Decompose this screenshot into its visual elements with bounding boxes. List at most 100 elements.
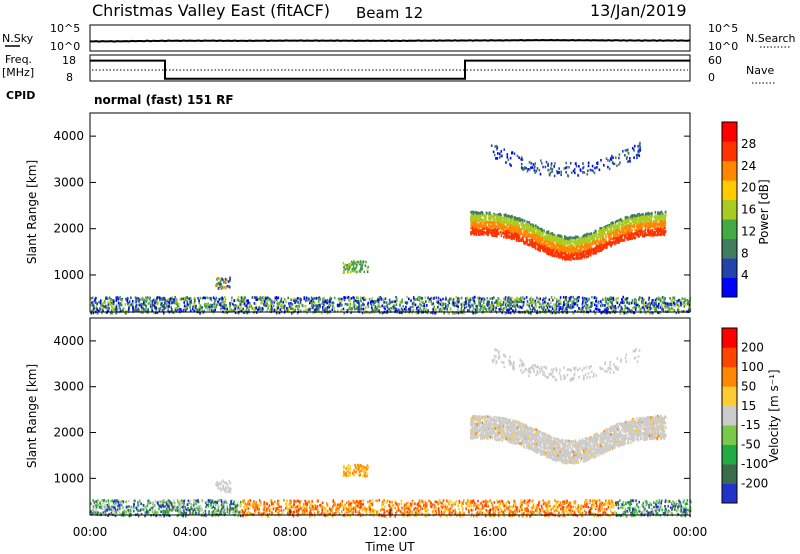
scatter-cell <box>362 260 365 263</box>
scatter-cell <box>311 302 313 305</box>
scatter-cell <box>551 252 553 256</box>
scatter-cell <box>502 223 504 227</box>
nsky-tick-bottom: 10^0 <box>50 40 80 53</box>
scatter-cell <box>634 297 636 301</box>
scatter-cell <box>562 296 565 299</box>
scatter-cell <box>509 162 511 166</box>
scatter-cell <box>529 227 532 231</box>
scatter-cell <box>346 303 348 306</box>
scatter-cell <box>632 220 635 223</box>
scatter-cell <box>417 305 420 309</box>
scatter-cell <box>503 297 505 300</box>
scatter-cell <box>636 213 639 216</box>
scatter-cell <box>457 297 459 300</box>
scatter-cell <box>111 305 113 308</box>
scatter-cell <box>563 235 566 238</box>
scatter-cell <box>609 306 612 309</box>
scatter-cell <box>651 229 653 232</box>
scatter-cell <box>544 308 547 312</box>
scatter-cell <box>394 300 397 303</box>
scatter-cell <box>550 240 552 243</box>
scatter-cell <box>566 256 568 260</box>
scatter-cell <box>664 214 666 218</box>
scatter-cell <box>646 225 648 228</box>
scatter-cell <box>519 305 522 309</box>
scatter-cell <box>528 227 531 230</box>
scatter-cell <box>373 303 375 306</box>
scatter-cell <box>125 311 127 315</box>
scatter-cell <box>322 305 324 309</box>
scatter-cell <box>662 223 664 226</box>
scatter-cell <box>635 225 638 228</box>
scatter-cell <box>288 302 290 305</box>
scatter-cell <box>544 240 547 244</box>
scatter-cell <box>189 306 191 309</box>
scatter-cell <box>558 239 560 242</box>
scatter-cell <box>173 310 175 313</box>
scatter-cell <box>649 219 651 222</box>
scatter-cell <box>555 298 558 301</box>
scatter-cell <box>149 296 151 300</box>
scatter-cell <box>658 302 660 306</box>
scatter-cell <box>358 307 360 311</box>
scatter-cell <box>603 228 605 232</box>
scatter-cell <box>296 311 299 315</box>
scatter-cell <box>624 236 626 239</box>
scatter-cell <box>254 302 257 306</box>
scatter-cell <box>472 231 474 235</box>
scatter-cell <box>146 298 148 302</box>
scatter-cell <box>588 297 590 301</box>
scatter-cell <box>515 232 518 236</box>
scatter-cell <box>591 303 593 307</box>
scatter-cell <box>481 230 483 233</box>
scatter-cell <box>653 215 656 219</box>
scatter-cell <box>539 302 541 306</box>
scatter-cell <box>605 225 607 229</box>
scatter-cell <box>467 309 469 312</box>
scatter-cell <box>143 301 145 304</box>
scatter-cell <box>638 296 641 299</box>
scatter-cell <box>553 246 555 250</box>
scatter-cell <box>490 213 493 217</box>
scatter-cell <box>175 310 178 313</box>
scatter-cell <box>525 233 527 236</box>
scatter-cell <box>107 301 109 304</box>
scatter-cell <box>330 297 333 301</box>
scatter-cell <box>541 246 543 249</box>
scatter-cell <box>220 301 222 305</box>
scatter-cell <box>151 308 153 311</box>
scatter-cell <box>246 306 248 310</box>
scatter-cell <box>353 269 356 273</box>
scatter-cell <box>523 301 525 304</box>
scatter-cell <box>255 306 257 310</box>
scatter-cell <box>536 311 538 314</box>
scatter-cell <box>625 229 628 232</box>
scatter-cell <box>567 250 570 253</box>
scatter-cell <box>505 300 507 304</box>
scatter-cell <box>536 229 538 233</box>
scatter-cell <box>587 237 589 240</box>
scatter-cell <box>474 232 477 236</box>
scatter-cell <box>561 240 563 243</box>
scatter-cell <box>480 221 483 224</box>
scatter-cell <box>298 303 300 306</box>
scatter-cell <box>622 220 624 223</box>
scatter-cell <box>323 303 325 307</box>
scatter-cell <box>155 311 157 314</box>
scatter-cell <box>540 241 543 244</box>
scatter-cell <box>152 304 154 307</box>
scatter-cell <box>591 164 594 168</box>
scatter-cell <box>290 305 293 309</box>
scatter-cell <box>570 249 573 253</box>
scatter-cell <box>298 297 301 301</box>
scatter-cell <box>133 309 136 312</box>
scatter-cell <box>210 298 213 302</box>
scatter-cell <box>643 298 645 302</box>
scatter-cell <box>591 237 593 241</box>
scatter-cell <box>365 306 367 309</box>
scatter-cell <box>630 223 633 226</box>
scatter-cell <box>155 308 157 311</box>
scatter-cell <box>270 305 273 309</box>
scatter-cell <box>473 221 476 224</box>
scatter-cell <box>620 239 622 242</box>
